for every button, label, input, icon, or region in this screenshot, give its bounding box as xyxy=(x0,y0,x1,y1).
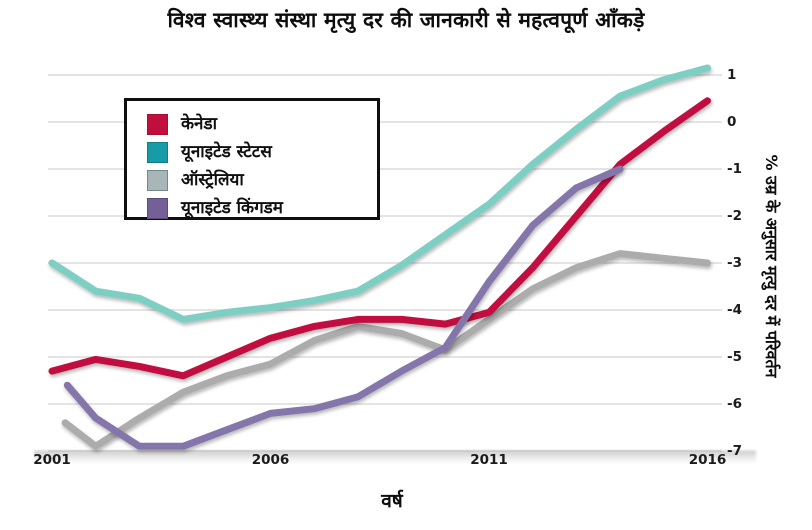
baseline-shadow xyxy=(34,450,756,465)
legend-item-united-kingdom: यूनाइटेड किंगडम xyxy=(147,194,377,222)
legend: केनेडा यूनाइटेड स्टेटस ऑस्ट्रेलिया यूनाइ… xyxy=(124,98,380,220)
series-line-united-kingdom xyxy=(63,165,624,450)
legend-item-canada: केनेडा xyxy=(147,110,377,138)
x-tick-label: 2011 xyxy=(470,452,508,468)
x-tick-label: 2001 xyxy=(33,452,71,468)
x-tick-label: 2006 xyxy=(251,452,290,468)
series-line-united-states xyxy=(48,64,711,323)
legend-swatch-canada xyxy=(147,113,168,135)
legend-label-united-states: यूनाइटेड स्टेटस xyxy=(181,141,272,162)
legend-item-australia: ऑस्ट्रेलिया xyxy=(147,166,377,194)
y-tick-label: -3 xyxy=(727,255,742,271)
y-tick-label: 1 xyxy=(727,67,737,83)
series-line-canada xyxy=(48,97,711,380)
y-tick-label: 0 xyxy=(727,114,737,130)
y-tick-label: -6 xyxy=(727,396,742,412)
series-lines-group xyxy=(48,64,711,450)
legend-label-australia: ऑस्ट्रेलिया xyxy=(181,169,244,190)
legend-swatch-australia xyxy=(147,169,168,191)
legend-label-canada: केनेडा xyxy=(181,113,217,134)
legend-item-united-states: यूनाइटेड स्टेटस xyxy=(147,138,377,166)
y-tick-label: -4 xyxy=(727,302,742,318)
y-axis-title: % उम्र के अनुसार मृत्यु दर में परिवर्तन xyxy=(762,154,781,378)
y-tick-label: -1 xyxy=(727,161,742,177)
legend-label-united-kingdom: यूनाइटेड किंगडम xyxy=(181,197,283,218)
y-tick-label: -2 xyxy=(727,208,742,224)
series-line-australia xyxy=(61,250,711,450)
y-tick-label: -5 xyxy=(727,349,742,365)
y-tick-label: -7 xyxy=(727,443,742,459)
chart-title: विश्व स्वास्थ्य संस्था मृत्यु दर की जानक… xyxy=(167,8,645,32)
x-axis-title: वर्ष xyxy=(381,490,403,512)
legend-swatch-united-kingdom xyxy=(147,197,168,219)
x-tick-label: 2016 xyxy=(688,452,727,468)
legend-swatch-united-states xyxy=(147,141,168,163)
